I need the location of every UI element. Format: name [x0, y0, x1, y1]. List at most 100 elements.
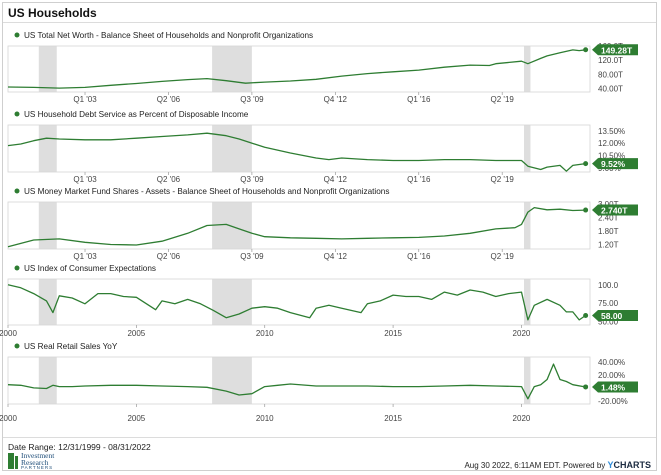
- footer-divider: [3, 437, 656, 438]
- plot-area: [7, 356, 591, 405]
- chart-title: US Real Retail Sales YoY: [24, 342, 118, 351]
- investment-research-partners-logo: Investment Research PARTNERS: [8, 451, 78, 471]
- y-tick-label: 2.40T: [598, 214, 619, 223]
- y-tick-label: 50.00: [598, 317, 619, 326]
- y-tick-label: 40.00%: [598, 358, 625, 367]
- y-tick-label: 80.00T: [598, 70, 623, 79]
- logo-text: Research: [21, 458, 49, 467]
- y-tick-label: 40.00T: [598, 84, 623, 93]
- recession-band: [524, 279, 531, 325]
- recession-band: [212, 202, 252, 249]
- x-tick-label: 2000: [0, 329, 17, 338]
- footer-credit: Aug 30 2022, 6:11AM EDT. Powered by YCHA…: [464, 460, 651, 470]
- last-value-badge: [592, 310, 638, 322]
- x-tick-label: Q1 '16: [407, 175, 431, 184]
- legend-dot: [14, 343, 20, 349]
- last-value-badge: [592, 158, 638, 170]
- recession-band: [524, 125, 531, 172]
- ycharts-brand: YCHARTS: [607, 460, 651, 470]
- last-value-point: [583, 313, 589, 319]
- last-value-label: 149.28T: [601, 45, 633, 55]
- chart-frame: [2, 2, 657, 471]
- y-tick-label: 1.20T: [598, 241, 619, 250]
- x-tick-label: 2005: [127, 329, 145, 338]
- last-value-point: [583, 47, 589, 53]
- recession-band: [524, 357, 531, 404]
- chart-panel: US Household Debt Service as Percent of …: [7, 110, 638, 184]
- x-tick-label: Q4 '12: [324, 175, 348, 184]
- legend-dot: [14, 188, 20, 194]
- x-tick-label: Q2 '19: [491, 252, 515, 261]
- chart-title: US Household Debt Service as Percent of …: [24, 110, 249, 119]
- x-tick-label: Q2 '06: [157, 95, 181, 104]
- x-tick-label: Q1 '03: [73, 175, 97, 184]
- recession-band: [212, 279, 252, 325]
- x-tick-label: 2010: [256, 329, 274, 338]
- x-tick-label: Q3 '09: [240, 252, 264, 261]
- date-range: Date Range: 12/31/1999 - 08/31/2022: [8, 442, 151, 452]
- recession-band: [524, 46, 531, 92]
- y-tick-label: 12.00%: [598, 139, 625, 148]
- series-line: [7, 49, 586, 89]
- timestamp: Aug 30 2022, 6:11AM EDT. Powered by: [464, 461, 608, 470]
- legend-dot: [14, 32, 20, 38]
- recession-band: [38, 46, 57, 92]
- y-tick-label: 1.80T: [598, 227, 619, 236]
- x-tick-label: Q2 '19: [491, 175, 515, 184]
- chart-title: US Total Net Worth - Balance Sheet of Ho…: [24, 31, 313, 40]
- series-line: [7, 132, 586, 172]
- logo-text: PARTNERS: [21, 465, 54, 470]
- x-tick-label: 2000: [0, 414, 17, 423]
- chart-panel: US Index of Consumer Expectations 50.00 75…: [0, 264, 638, 338]
- x-tick-label: 2010: [256, 414, 274, 423]
- y-tick-label: 10.50%: [598, 152, 625, 161]
- plot-area: [7, 201, 591, 250]
- last-value-point: [583, 207, 589, 213]
- last-value-badge: [592, 381, 638, 393]
- last-value-point: [583, 161, 589, 167]
- y-tick-label: 20.00%: [598, 371, 625, 380]
- logo-text: Investment: [21, 451, 55, 460]
- recession-band: [38, 357, 57, 404]
- x-tick-label: 2015: [384, 329, 402, 338]
- x-tick-label: Q2 '06: [157, 175, 181, 184]
- x-tick-label: 2005: [127, 414, 145, 423]
- last-value-label: 9.52%: [601, 159, 626, 169]
- chart-title: US Money Market Fund Shares - Assets - B…: [24, 187, 389, 196]
- x-tick-label: 2015: [384, 414, 402, 423]
- x-tick-label: Q4 '12: [324, 95, 348, 104]
- y-tick-label: 100.0: [598, 281, 619, 290]
- chart-panel: US Money Market Fund Shares - Assets - B…: [7, 187, 638, 261]
- plot-area: [7, 45, 591, 93]
- last-value-label: 1.48%: [601, 382, 626, 392]
- x-tick-label: Q4 '12: [324, 252, 348, 261]
- chart-title: US Index of Consumer Expectations: [24, 264, 156, 273]
- legend-dot: [14, 265, 20, 271]
- x-tick-label: 2020: [513, 414, 531, 423]
- chart-panel: US Real Retail Sales YoY-20.00%0.00%20.0…: [0, 342, 638, 423]
- recession-band: [212, 46, 252, 92]
- recession-band: [38, 125, 57, 172]
- chart-panel: US Total Net Worth - Balance Sheet of Ho…: [7, 31, 638, 104]
- x-tick-label: Q2 '19: [491, 95, 515, 104]
- recession-band: [212, 357, 252, 404]
- y-tick-label: 75.00: [598, 299, 619, 308]
- x-tick-label: 2020: [513, 329, 531, 338]
- recession-band: [524, 202, 531, 249]
- x-tick-label: Q1 '16: [407, 95, 431, 104]
- x-tick-label: Q1 '03: [73, 95, 97, 104]
- title-divider: [3, 22, 656, 23]
- recession-band: [38, 202, 57, 249]
- last-value-label: 58.00: [601, 311, 623, 321]
- x-tick-label: Q2 '06: [157, 252, 181, 261]
- x-tick-label: Q1 '16: [407, 252, 431, 261]
- x-tick-label: Q3 '09: [240, 95, 264, 104]
- series-line: [7, 363, 586, 400]
- page-title: US Households: [8, 6, 97, 20]
- x-tick-label: Q1 '03: [73, 252, 97, 261]
- y-tick-label: 120.0T: [598, 56, 623, 65]
- plot-area: [7, 124, 591, 173]
- y-tick-label: -20.00%: [598, 397, 628, 406]
- last-value-label: 2.740T: [601, 206, 628, 216]
